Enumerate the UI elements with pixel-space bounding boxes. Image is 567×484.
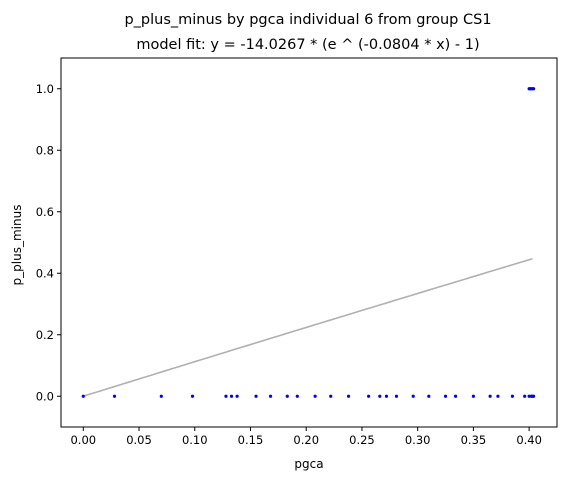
x-axis-label: pgca xyxy=(294,457,323,471)
x-tick-label: 0.25 xyxy=(349,433,375,447)
data-point xyxy=(190,394,195,398)
plot-area: 0.00 0.05 0.10 0.15 0.20 0.25 0.30 0.35 0.40 0.0 0… xyxy=(36,57,558,447)
x-tick-label: 0.05 xyxy=(126,433,152,447)
y-axis-label: p_plus_minus xyxy=(10,205,24,286)
data-point xyxy=(329,394,333,398)
data-point xyxy=(453,394,458,398)
data-point xyxy=(346,394,351,398)
data-point xyxy=(443,394,448,398)
y-tick-label: 0.4 xyxy=(36,266,54,280)
y-tick-label: 0.6 xyxy=(36,205,54,219)
data-point xyxy=(531,394,536,398)
data-point xyxy=(488,394,492,398)
data-point xyxy=(367,394,371,398)
x-tick-label: 0.15 xyxy=(238,433,264,447)
data-point xyxy=(112,394,117,398)
x-tick-label: 0.20 xyxy=(293,433,319,447)
axes-frame xyxy=(60,57,558,428)
data-point xyxy=(531,87,536,91)
y-tick-label: 0.0 xyxy=(36,389,54,403)
data-point xyxy=(496,394,500,398)
data-point xyxy=(527,394,531,398)
y-tick-label: 0.2 xyxy=(36,328,54,342)
data-point xyxy=(394,394,399,398)
data-point xyxy=(224,394,228,398)
fit-line xyxy=(83,257,533,398)
data-point xyxy=(229,394,234,398)
data-point xyxy=(510,394,515,398)
data-point xyxy=(378,394,382,398)
x-tick-label: 0.10 xyxy=(182,433,208,447)
data-point xyxy=(268,394,273,398)
x-tick-label: 0.35 xyxy=(461,433,487,447)
data-point xyxy=(81,394,85,398)
data-point xyxy=(313,394,317,398)
x-tick-label: 0.00 xyxy=(70,433,96,447)
data-point xyxy=(427,394,431,398)
data-point xyxy=(254,394,258,398)
x-tick-label: 0.40 xyxy=(516,433,542,447)
y-tick-label: 1.0 xyxy=(36,82,54,96)
data-point xyxy=(295,394,299,398)
x-tick-label: 0.30 xyxy=(405,433,431,447)
data-point xyxy=(523,394,527,398)
data-point xyxy=(285,394,289,398)
chart-title: p_plus_minus by pgca individual 6 from g… xyxy=(124,12,491,28)
data-point xyxy=(411,394,415,398)
data-point xyxy=(159,394,163,398)
data-point xyxy=(471,394,475,398)
data-point xyxy=(384,394,389,398)
data-point xyxy=(235,394,239,398)
y-tick-label: 0.8 xyxy=(36,143,54,157)
chart-subtitle: model fit: y = -14.0267 * (e ^ (-0.0804 … xyxy=(136,37,479,53)
